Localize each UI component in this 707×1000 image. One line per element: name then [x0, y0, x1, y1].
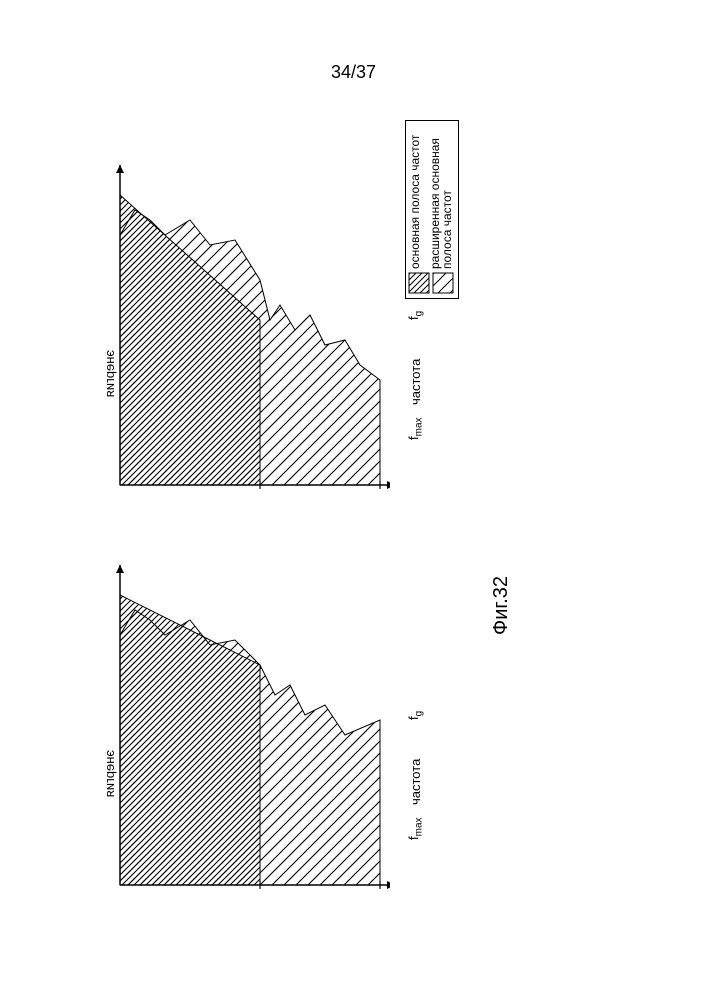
tick-fg-top: fg: [406, 311, 425, 320]
tick-fg-bottom: fg: [406, 711, 425, 720]
y-axis-label-top: энергия: [102, 350, 117, 397]
x-axis-label-bottom: частота: [408, 759, 423, 805]
chart-top: [110, 155, 390, 505]
legend-item-1-text: основная полоса частот: [408, 134, 422, 269]
chart-bottom: [110, 555, 390, 905]
legend: основная полоса частот расширенная основ…: [405, 120, 459, 299]
x-axis-label-top: частота: [408, 359, 423, 405]
tick-fmax-top: fmax: [406, 417, 425, 440]
legend-item-2-text-b: полоса частот: [440, 190, 454, 269]
tick-fmax-bottom: fmax: [406, 817, 425, 840]
figure-label: Фиг.32: [490, 576, 513, 635]
y-axis-label-bottom: энергия: [102, 750, 117, 797]
page-number: 34/37: [0, 62, 707, 83]
core-band-region: [120, 595, 260, 885]
